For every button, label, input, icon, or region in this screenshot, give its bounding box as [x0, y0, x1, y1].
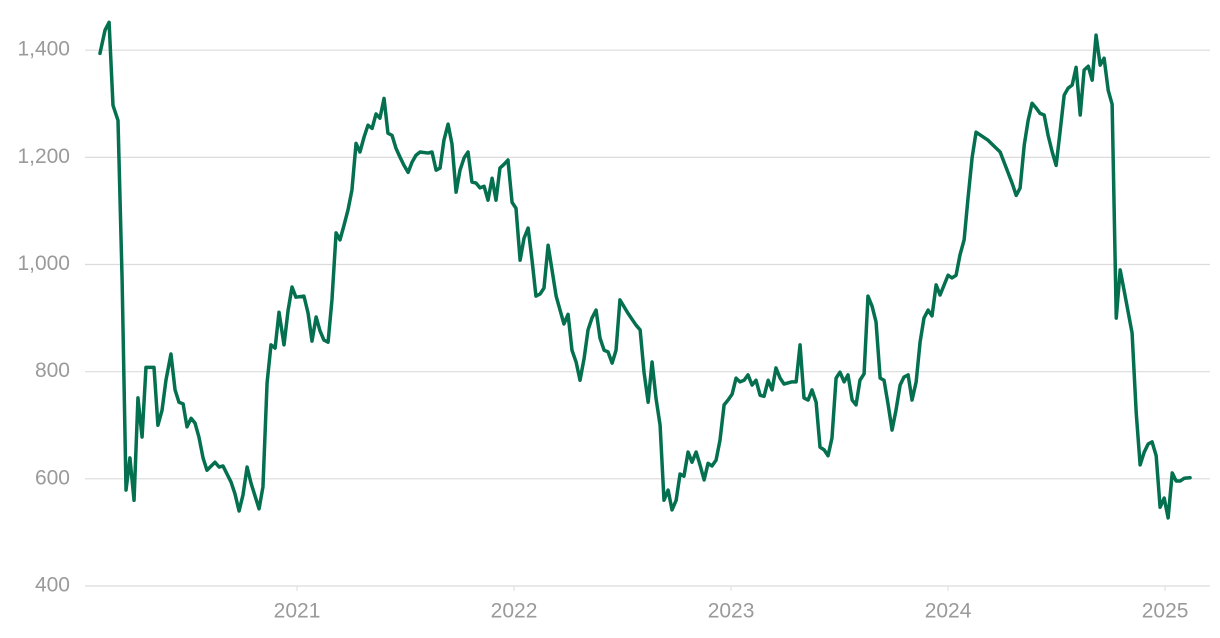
y-tick-label: 600: [35, 466, 70, 489]
y-tick-label: 800: [35, 359, 70, 382]
y-tick-label: 1,000: [17, 252, 70, 275]
x-tick-label: 2022: [491, 600, 538, 623]
y-tick-label: 1,200: [17, 145, 70, 168]
x-tick-label: 2021: [274, 600, 321, 623]
y-tick-label: 400: [35, 574, 70, 597]
line: [98, 20, 1192, 520]
y-tick-label: 1,400: [17, 38, 70, 61]
x-tick-label: 2023: [708, 600, 755, 623]
x-tick-label: 2025: [1142, 600, 1189, 623]
x-tick-label: 2024: [925, 600, 972, 623]
